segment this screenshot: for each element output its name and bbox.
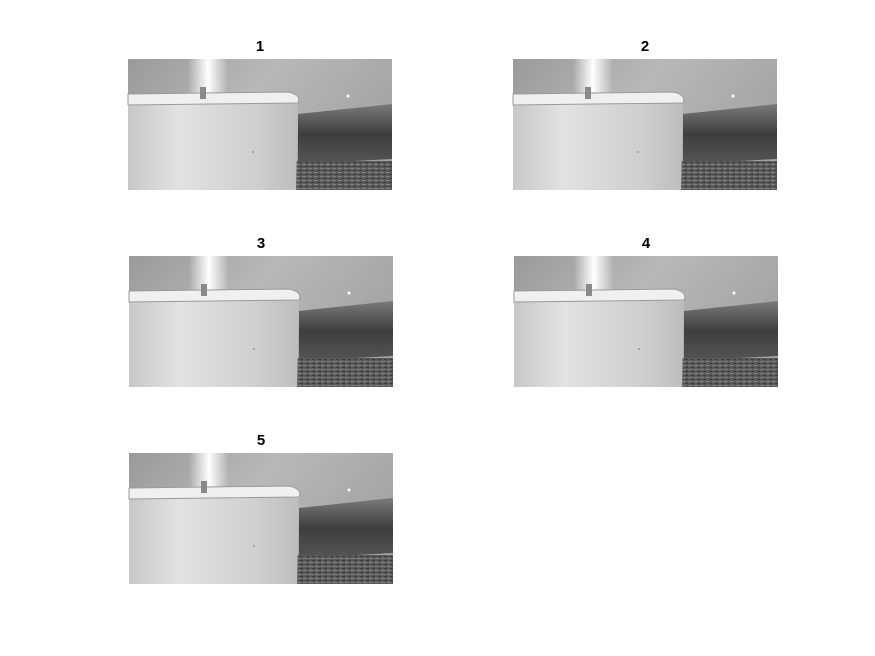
image [513, 255, 779, 388]
panel-title: 5 [257, 432, 265, 449]
panel-title: 4 [642, 235, 651, 252]
image [128, 255, 394, 388]
image [128, 452, 394, 585]
image [127, 58, 393, 191]
panel-title: 3 [257, 235, 265, 252]
panel-title: 2 [641, 38, 649, 55]
image [512, 58, 778, 191]
panel-title: 1 [256, 38, 264, 55]
